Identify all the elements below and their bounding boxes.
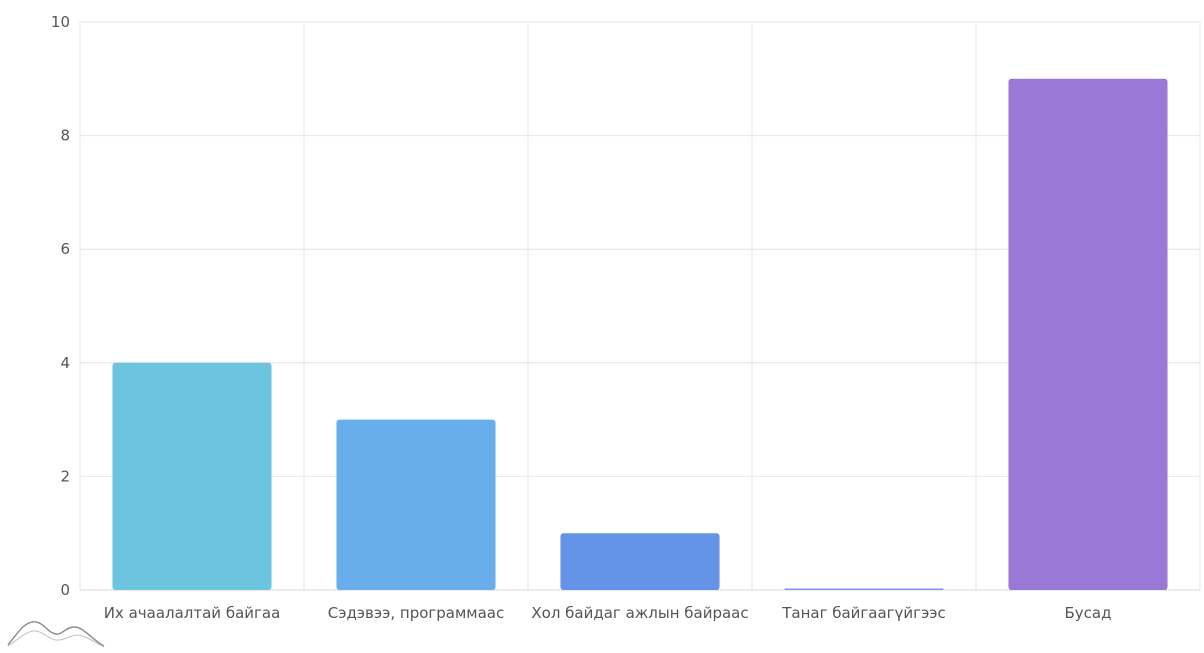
x-category-label: Танаг байгаагүйгээс xyxy=(781,604,946,622)
x-category-label: Сэдэвээ, программаас xyxy=(328,604,505,622)
x-category-label: Бусад xyxy=(1065,604,1112,622)
bar[interactable] xyxy=(1008,78,1168,591)
y-tick-label: 10 xyxy=(51,13,70,31)
x-category-label: Хол байдаг ажлын байраас xyxy=(531,604,748,622)
bar[interactable] xyxy=(560,533,720,590)
y-tick-label: 4 xyxy=(60,354,70,372)
chart-logo-icon xyxy=(7,621,105,648)
y-tick-label: 6 xyxy=(60,240,70,258)
bar[interactable] xyxy=(336,419,496,590)
bar[interactable] xyxy=(112,362,272,590)
y-tick-label: 0 xyxy=(60,581,70,599)
y-tick-label: 2 xyxy=(60,467,70,485)
y-axis-ticks: 0 2 4 6 8 10 xyxy=(51,13,70,599)
bar[interactable] xyxy=(784,588,944,591)
y-tick-label: 8 xyxy=(60,127,70,145)
x-category-label: Их ачаалалтай байгаа xyxy=(104,604,281,622)
x-axis-labels: Их ачаалалтай байгаа Сэдэвээ, программаас… xyxy=(104,604,1112,622)
bars xyxy=(112,78,1168,591)
